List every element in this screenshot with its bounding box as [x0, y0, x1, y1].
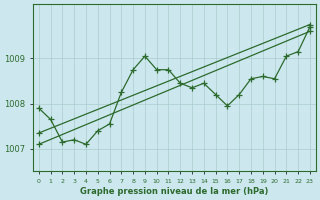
X-axis label: Graphe pression niveau de la mer (hPa): Graphe pression niveau de la mer (hPa)	[80, 187, 268, 196]
